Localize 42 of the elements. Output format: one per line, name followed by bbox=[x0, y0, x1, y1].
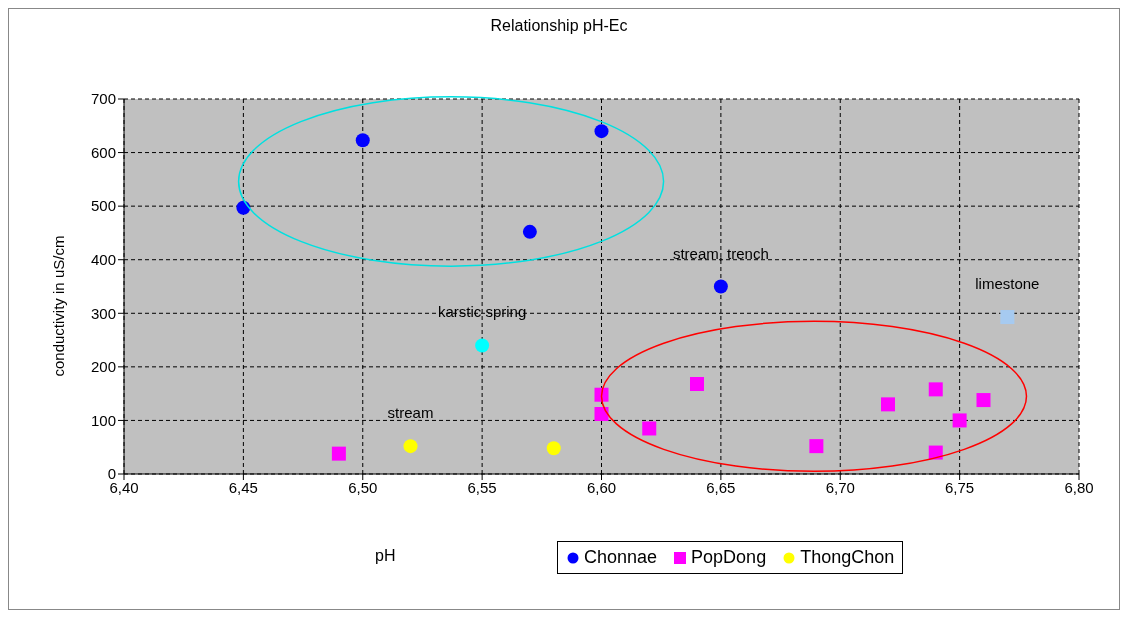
x-tick-label: 6,55 bbox=[467, 478, 497, 496]
y-tick-label: 700 bbox=[90, 90, 116, 108]
y-tick-label: 600 bbox=[90, 143, 116, 161]
y-tick-label: 500 bbox=[90, 197, 116, 215]
x-axis-title: pH bbox=[375, 547, 396, 565]
point bbox=[403, 439, 418, 454]
legend-label: Chonnae bbox=[583, 547, 658, 568]
y-tick-label: 400 bbox=[90, 251, 116, 269]
point bbox=[355, 133, 370, 148]
chart-title: Relationship pH-Ec bbox=[489, 17, 629, 35]
point bbox=[642, 421, 657, 436]
point bbox=[594, 124, 609, 139]
annotation: stream, trench bbox=[672, 244, 769, 262]
x-tick-label: 6,60 bbox=[586, 478, 617, 496]
point bbox=[475, 338, 490, 353]
annotation: stream bbox=[387, 404, 434, 422]
y-tick-label: 100 bbox=[90, 411, 116, 429]
point bbox=[713, 279, 728, 294]
x-tick-label: 6,45 bbox=[228, 478, 258, 496]
point bbox=[928, 382, 943, 397]
point bbox=[522, 224, 537, 239]
y-tick-label: 200 bbox=[90, 358, 116, 376]
point bbox=[976, 393, 991, 408]
point bbox=[809, 439, 824, 454]
point bbox=[690, 377, 704, 391]
y-tick-label: 300 bbox=[90, 304, 116, 322]
point bbox=[881, 397, 895, 412]
annotation: karstic spring bbox=[437, 303, 527, 321]
point bbox=[594, 407, 609, 421]
x-tick-label: 6,50 bbox=[348, 478, 378, 496]
point bbox=[1000, 310, 1015, 325]
point bbox=[331, 446, 346, 461]
point bbox=[546, 441, 561, 456]
point bbox=[952, 413, 967, 428]
legend-label: ThongChon bbox=[799, 547, 895, 568]
y-axis-title: conductivity in uS/cm bbox=[50, 235, 68, 377]
legend-label: PopDong bbox=[690, 547, 767, 568]
x-tick-label: 6,80 bbox=[1064, 478, 1094, 496]
annotation: limestone bbox=[975, 275, 1040, 293]
x-tick-label: 6,65 bbox=[706, 478, 736, 496]
x-tick-label: 6,70 bbox=[825, 478, 855, 496]
x-tick-label: 6,75 bbox=[945, 478, 975, 496]
